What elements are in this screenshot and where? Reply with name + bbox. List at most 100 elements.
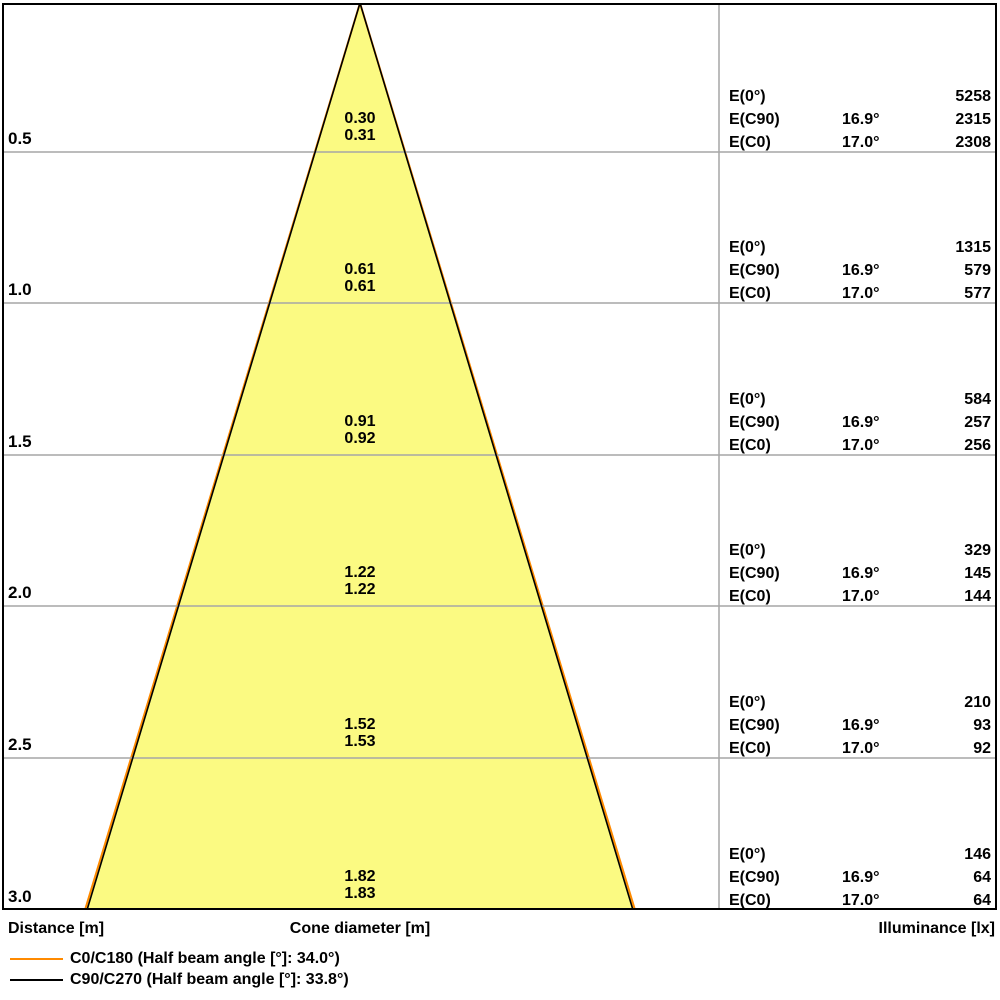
illuminance-row-ec0: E(C0) 17.0° 92 [0,740,1000,758]
cone-diameter-c90: 0.61 [344,261,376,278]
e-value: 93 [973,717,991,734]
illuminance-row-e0: E(0°) 210 [0,694,1000,712]
legend-line-c0-c180 [10,958,63,960]
e-label: E(C90) [729,565,780,582]
cone-c90-c270-outline [86,3,634,910]
e-label: E(C0) [729,285,771,302]
e-label: E(0°) [729,239,766,256]
e-angle: 17.0° [842,588,880,605]
e-angle: 16.9° [842,414,880,431]
e-label: E(0°) [729,846,766,863]
e-label: E(C0) [729,740,771,757]
distance-tick-1-0: 1.0 [8,280,32,299]
illuminance-row-e0: E(0°) 1315 [0,239,1000,257]
e-label: E(C0) [729,588,771,605]
cone-diameter-c90: 1.82 [344,868,376,885]
e-value: 2308 [955,134,991,151]
cone-diameter-c90: 0.91 [344,413,376,430]
e-label: E(C0) [729,134,771,151]
legend-line-c90-c270 [10,979,63,981]
e-label: E(0°) [729,391,766,408]
distance-tick-2-0: 2.0 [8,583,32,602]
e-value: 144 [964,588,991,605]
e-label: E(C90) [729,111,780,128]
e-angle: 16.9° [842,565,880,582]
e-value: 64 [973,892,991,909]
illuminance-row-ec90: E(C90) 16.9° 2315 [0,111,1000,129]
e-value: 92 [973,740,991,757]
e-value: 146 [964,846,991,863]
e-label: E(C90) [729,414,780,431]
illuminance-row-e0: E(0°) 329 [0,542,1000,560]
e-value: 1315 [955,239,991,256]
e-label: E(C90) [729,717,780,734]
distance-tick-1-5: 1.5 [8,432,32,451]
light-cone-chart [2,3,997,910]
distance-tick-0-5: 0.5 [8,129,32,148]
legend-label-c0-c180: C0/C180 (Half beam angle [°]: 34.0°) [70,950,340,967]
illuminance-row-ec0: E(C0) 17.0° 2308 [0,134,1000,152]
illuminance-row-ec90: E(C90) 16.9° 579 [0,262,1000,280]
e-angle: 17.0° [842,134,880,151]
distance-tick-2-5: 2.5 [8,735,32,754]
e-angle: 17.0° [842,892,880,909]
cone-diameter-c0: 1.83 [344,885,376,902]
e-value: 64 [973,869,991,886]
e-value: 579 [964,262,991,279]
chart-border [2,3,997,910]
legend-label-c90-c270: C90/C270 (Half beam angle [°]: 33.8°) [70,971,349,988]
e-value: 584 [964,391,991,408]
e-angle: 17.0° [842,437,880,454]
e-value: 256 [964,437,991,454]
e-value: 210 [964,694,991,711]
e-label: E(C90) [729,262,780,279]
e-angle: 16.9° [842,262,880,279]
illuminance-row-e0: E(0°) 5258 [0,88,1000,106]
e-value: 2315 [955,111,991,128]
cone-diameter-values-0-5m: 0.30 0.31 [315,110,405,144]
e-value: 577 [964,285,991,302]
e-angle: 17.0° [842,740,880,757]
distance-axis-label: Distance [m] [8,920,105,937]
illuminance-row-ec0: E(C0) 17.0° 144 [0,588,1000,606]
cone-diameter-values-2-0m: 1.22 1.22 [315,564,405,598]
e-angle: 16.9° [842,111,880,128]
e-label: E(0°) [729,542,766,559]
grid-lines [2,3,997,910]
illuminance-row-ec0: E(C0) 17.0° 256 [0,437,1000,455]
e-angle: 16.9° [842,869,880,886]
illuminance-row-e0: E(0°) 146 [0,846,1000,864]
e-value: 329 [964,542,991,559]
cone-diameter-c0: 0.92 [344,430,376,447]
distance-tick-3-0: 3.0 [8,887,32,906]
illuminance-row-ec90: E(C90) 16.9° 93 [0,717,1000,735]
e-label: E(C90) [729,869,780,886]
e-label: E(0°) [729,88,766,105]
cone-diameter-values-3-0m: 1.82 1.83 [315,868,405,902]
cone-diameter-values-1-0m: 0.61 0.61 [315,261,405,295]
cone-diameter-values-1-5m: 0.91 0.92 [315,413,405,447]
illuminance-row-e0: E(0°) 584 [0,391,1000,409]
illuminance-row-ec0: E(C0) 17.0° 577 [0,285,1000,303]
cone-diameter-c90: 1.22 [344,564,376,581]
cone-diameter-c0: 0.61 [344,278,376,295]
e-value: 5258 [955,88,991,105]
e-angle: 17.0° [842,285,880,302]
cone-diameter-values-2-5m: 1.52 1.53 [315,716,405,750]
cone-diameter-c0: 0.31 [344,127,376,144]
e-label: E(C0) [729,892,771,909]
illuminance-row-ec90: E(C90) 16.9° 257 [0,414,1000,432]
illuminance-axis-label: Illuminance [lx] [878,920,995,937]
cone-diameter-c0: 1.53 [344,733,376,750]
e-angle: 16.9° [842,717,880,734]
cone-c0-c180-outline [83,3,637,910]
cone-diameter-c90: 1.52 [344,716,376,733]
e-label: E(C0) [729,437,771,454]
e-value: 145 [964,565,991,582]
e-value: 257 [964,414,991,431]
illuminance-row-ec0: E(C0) 17.0° 64 [0,892,1000,910]
cone-diameter-c90: 0.30 [344,110,376,127]
cone-diameter-c0: 1.22 [344,581,376,598]
cone-diameter-axis-label: Cone diameter [m] [289,920,431,937]
